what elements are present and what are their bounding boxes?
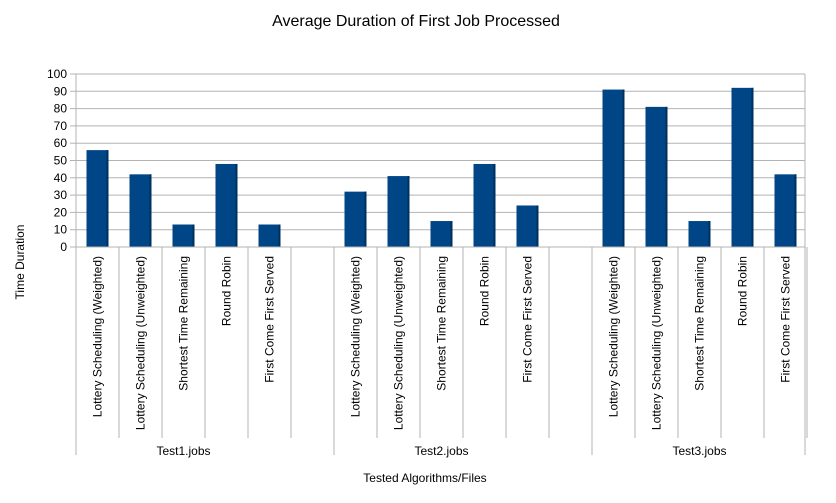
category-label: Lottery Scheduling (Weighted) xyxy=(349,256,363,417)
bar xyxy=(602,89,625,247)
bar-shade xyxy=(536,205,539,247)
y-tick-label: 70 xyxy=(54,119,68,133)
y-tick-label: 0 xyxy=(60,240,67,254)
bars xyxy=(86,87,797,248)
bar-shade xyxy=(751,87,754,247)
y-tick-label: 80 xyxy=(54,102,68,116)
y-tick-label: 50 xyxy=(54,154,68,168)
bar-shade xyxy=(192,224,195,247)
category-label: Shortest Time Remaining xyxy=(435,256,449,391)
category-label: Shortest Time Remaining xyxy=(177,256,191,391)
bar-shade xyxy=(450,221,453,247)
bar xyxy=(258,224,281,247)
chart-title: Average Duration of First Job Processed xyxy=(272,13,560,30)
category-label: First Come First Served xyxy=(521,256,535,383)
bar xyxy=(774,174,797,247)
bar xyxy=(688,221,711,247)
bar xyxy=(473,163,496,247)
category-label: Lottery Scheduling (Unweighted) xyxy=(134,256,148,430)
y-tick-label: 90 xyxy=(54,84,68,98)
group-label: Test2.jobs xyxy=(414,444,468,458)
bar-shade xyxy=(407,176,410,247)
category-label: Lottery Scheduling (Weighted) xyxy=(607,256,621,417)
category-label: Round Robin xyxy=(478,256,492,326)
y-tick-label: 20 xyxy=(54,205,68,219)
bar-shade xyxy=(235,163,238,247)
bar xyxy=(731,87,754,247)
category-label: Round Robin xyxy=(220,256,234,326)
group-label: Test1.jobs xyxy=(156,444,210,458)
bar xyxy=(172,224,195,247)
bar xyxy=(86,150,109,247)
category-label: First Come First Served xyxy=(263,256,277,383)
category-label: Lottery Scheduling (Unweighted) xyxy=(650,256,664,430)
bar-shade xyxy=(106,150,109,247)
category-label: Round Robin xyxy=(736,256,750,326)
x-axis-title: Tested Algorithms/Files xyxy=(363,471,486,485)
bar xyxy=(430,221,453,247)
bar-shade xyxy=(149,174,152,247)
bar-shade xyxy=(622,89,625,247)
y-tick-label: 100 xyxy=(47,67,67,81)
y-tick-label: 40 xyxy=(54,171,68,185)
bar xyxy=(645,106,668,248)
y-axis-title: Time Duration xyxy=(13,225,27,300)
category-label: First Come First Served xyxy=(779,256,793,383)
category-label: Lottery Scheduling (Unweighted) xyxy=(392,256,406,430)
y-tick-label: 30 xyxy=(54,188,68,202)
category-label: Shortest Time Remaining xyxy=(693,256,707,391)
bar xyxy=(129,174,152,247)
y-tick-label: 60 xyxy=(54,136,68,150)
bar-shade xyxy=(493,163,496,247)
group-label: Test3.jobs xyxy=(672,444,726,458)
group-labels: Test1.jobs Test2.jobs Test3.jobs xyxy=(156,444,726,458)
bar-shade xyxy=(278,224,281,247)
bar xyxy=(344,191,367,247)
axes xyxy=(75,74,808,455)
gridlines xyxy=(70,73,805,248)
category-label: Lottery Scheduling (Weighted) xyxy=(91,256,105,417)
category-labels: Lottery Scheduling (Weighted) Lottery Sch… xyxy=(91,256,793,430)
bar xyxy=(516,205,539,247)
bar-shade xyxy=(364,191,367,247)
y-axis-ticks: 0 10 20 30 40 50 60 70 80 90 100 xyxy=(47,67,67,254)
bar xyxy=(387,176,410,247)
y-tick-label: 10 xyxy=(54,223,68,237)
bar-shade xyxy=(665,106,668,248)
bar-shade xyxy=(708,221,711,247)
bar xyxy=(215,163,238,247)
bar-shade xyxy=(794,174,797,247)
